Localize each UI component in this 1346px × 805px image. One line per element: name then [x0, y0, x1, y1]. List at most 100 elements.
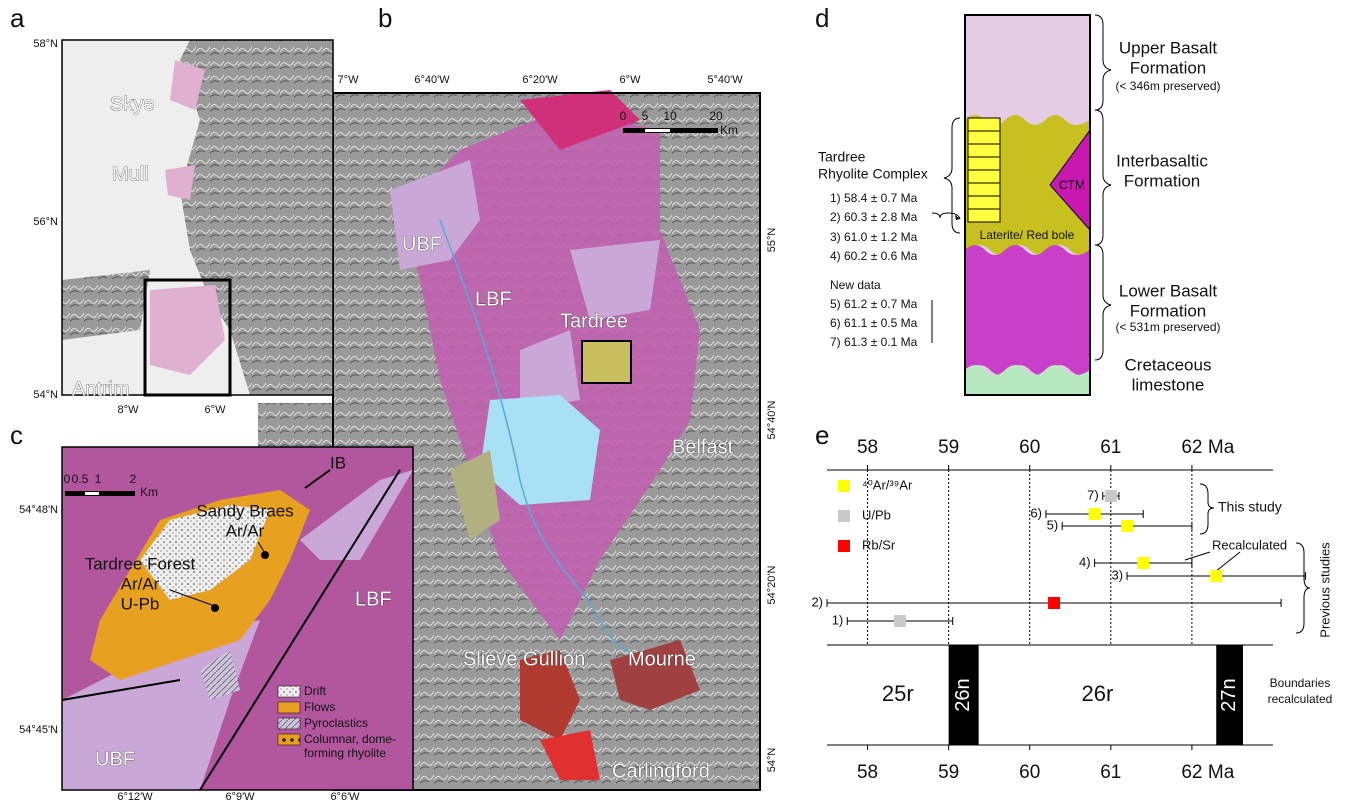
- data-point: [1089, 508, 1101, 520]
- age-entry: 1) 58.4 ± 0.7 Ma: [830, 191, 918, 205]
- scale-label: 0: [620, 109, 627, 123]
- x-tick-label: 61: [1100, 762, 1121, 783]
- unit-label: LBF: [355, 588, 392, 610]
- figure: b 7°W6°40'W6°20'W6°W5°40'W55°N54°40'N54°…: [0, 0, 1346, 805]
- data-point: [1210, 570, 1222, 582]
- x-tick-label: 58: [857, 762, 878, 783]
- lat-label: 58°N: [33, 38, 58, 50]
- place-label: Slieve Gullion: [463, 648, 585, 670]
- age-entry: 4) 60.2 ± 0.6 Ma: [830, 249, 918, 263]
- legend-swatch: [838, 540, 850, 552]
- data-point: [894, 615, 906, 627]
- data-point: [1121, 520, 1133, 532]
- lat-label: 55°N: [766, 228, 778, 253]
- x-tick-label: 62: [1181, 762, 1202, 783]
- scale-label: 0.5: [72, 472, 89, 486]
- age-entry: 7) 61.3 ± 0.1 Ma: [830, 335, 918, 349]
- legend-label: Pyroclastics: [304, 716, 368, 730]
- place-label: Mull: [112, 163, 149, 185]
- place-label: Antrim: [72, 378, 130, 400]
- site-label: Ar/Ar: [226, 521, 265, 540]
- panel-letter: a: [10, 3, 25, 33]
- unit-label: Formation: [1130, 301, 1207, 320]
- axis-unit: Ma: [1208, 762, 1235, 783]
- age-entry: 5) 61.2 ± 0.7 Ma: [830, 297, 918, 311]
- chron-label: 26r: [1082, 681, 1114, 706]
- legend-label: Columnar, dome-: [304, 732, 396, 746]
- panel-c: c 0 0.5 1 2 Km 54°48'N 54°45'N 6°12'W 6°…: [10, 420, 413, 803]
- unit-label: Cretaceous: [1125, 355, 1212, 374]
- age-entry: 3) 61.0 ± 1.2 Ma: [830, 230, 918, 244]
- legend-label: Rb/Sr: [862, 537, 896, 552]
- unit-label: Interbasaltic: [1116, 151, 1208, 170]
- scale-label: 5: [642, 109, 649, 123]
- ctm-label: CTM: [1059, 178, 1085, 192]
- legend-label: Flows: [304, 700, 335, 714]
- lat-label: 54°48'N: [19, 504, 58, 516]
- unit-label: limestone: [1132, 375, 1205, 394]
- group-label: Previous studies: [1317, 542, 1332, 638]
- unit-label: UBF: [95, 748, 135, 770]
- chron-label: 26n: [952, 678, 974, 711]
- point-label: 5): [1047, 517, 1059, 532]
- site-label: Sandy Braes: [196, 501, 293, 520]
- boundary-note: Boundaries: [1270, 676, 1331, 690]
- panel-a: a 58°N 56°N 54°N 8°W 6°W Skye Mull Antri…: [10, 3, 333, 416]
- complex-label: Tardree: [818, 149, 866, 165]
- unit-label: Formation: [1124, 171, 1201, 190]
- lon-label: 6°W: [620, 74, 642, 86]
- x-tick-label: 59: [938, 437, 959, 458]
- panel-d: d CTM Laterite/ Red bole Upper Basalt Fo…: [815, 3, 1221, 395]
- scale-label: 2: [130, 472, 137, 486]
- site-label: Ar/Ar: [121, 574, 160, 593]
- x-tick-label: 60: [1019, 762, 1040, 783]
- point-label: 7): [1087, 487, 1099, 502]
- scale-label: 20: [709, 109, 723, 123]
- data-point: [1137, 557, 1149, 569]
- lon-label: 6°20'W: [522, 74, 558, 86]
- unit-label: Formation: [1130, 58, 1207, 77]
- point-label: 2): [811, 594, 823, 609]
- place-label: Tardree: [560, 310, 628, 332]
- legend-label: U/Pb: [862, 507, 891, 522]
- x-tick-label: 59: [938, 762, 959, 783]
- place-label: Belfast: [672, 436, 734, 458]
- new-data-label: New data: [830, 278, 881, 292]
- lon-label: 6°40'W: [414, 74, 450, 86]
- lon-label: 6°6'W: [330, 791, 360, 803]
- unit-label: LBF: [475, 288, 512, 310]
- laterite-label: Laterite/ Red bole: [980, 228, 1075, 242]
- lon-label: 6°9'W: [225, 791, 255, 803]
- chron-label: 25r: [882, 681, 914, 706]
- unit-note: (< 531m preserved): [1115, 320, 1220, 334]
- site-label: IB: [330, 453, 346, 472]
- x-tick-label: 61: [1100, 437, 1121, 458]
- data-point: [1105, 490, 1117, 502]
- age-entry: 2) 60.3 ± 2.8 Ma: [830, 210, 918, 224]
- lat-label: 54°N: [766, 748, 778, 773]
- scale-unit: Km: [720, 123, 738, 137]
- point-label: 4): [1079, 554, 1091, 569]
- boundary-note: recalculated: [1268, 692, 1333, 706]
- point-label: 1): [832, 612, 844, 627]
- lat-label: 56°N: [33, 216, 58, 228]
- lon-label: 5°40'W: [707, 74, 743, 86]
- scale-label: 10: [663, 109, 677, 123]
- unit-label: Upper Basalt: [1119, 38, 1218, 57]
- lat-label: 54°45'N: [19, 724, 58, 736]
- legend-swatch: [838, 480, 850, 492]
- lon-label: 6°12'W: [117, 791, 153, 803]
- scale-label: 1: [95, 472, 102, 486]
- site-label: U-Pb: [121, 594, 160, 613]
- data-point: [1048, 597, 1060, 609]
- x-tick-label: 60: [1019, 437, 1040, 458]
- lon-label: 8°W: [118, 404, 140, 416]
- chron-label: 27n: [1218, 678, 1240, 711]
- lon-label: 7°W: [338, 74, 360, 86]
- tardree-box: [582, 341, 631, 383]
- place-label: Carlingford: [612, 760, 710, 782]
- group-label: This study: [1218, 499, 1282, 515]
- unit-label: Lower Basalt: [1119, 281, 1218, 300]
- axis-unit: Ma: [1208, 437, 1235, 458]
- lon-label: 6°W: [205, 404, 227, 416]
